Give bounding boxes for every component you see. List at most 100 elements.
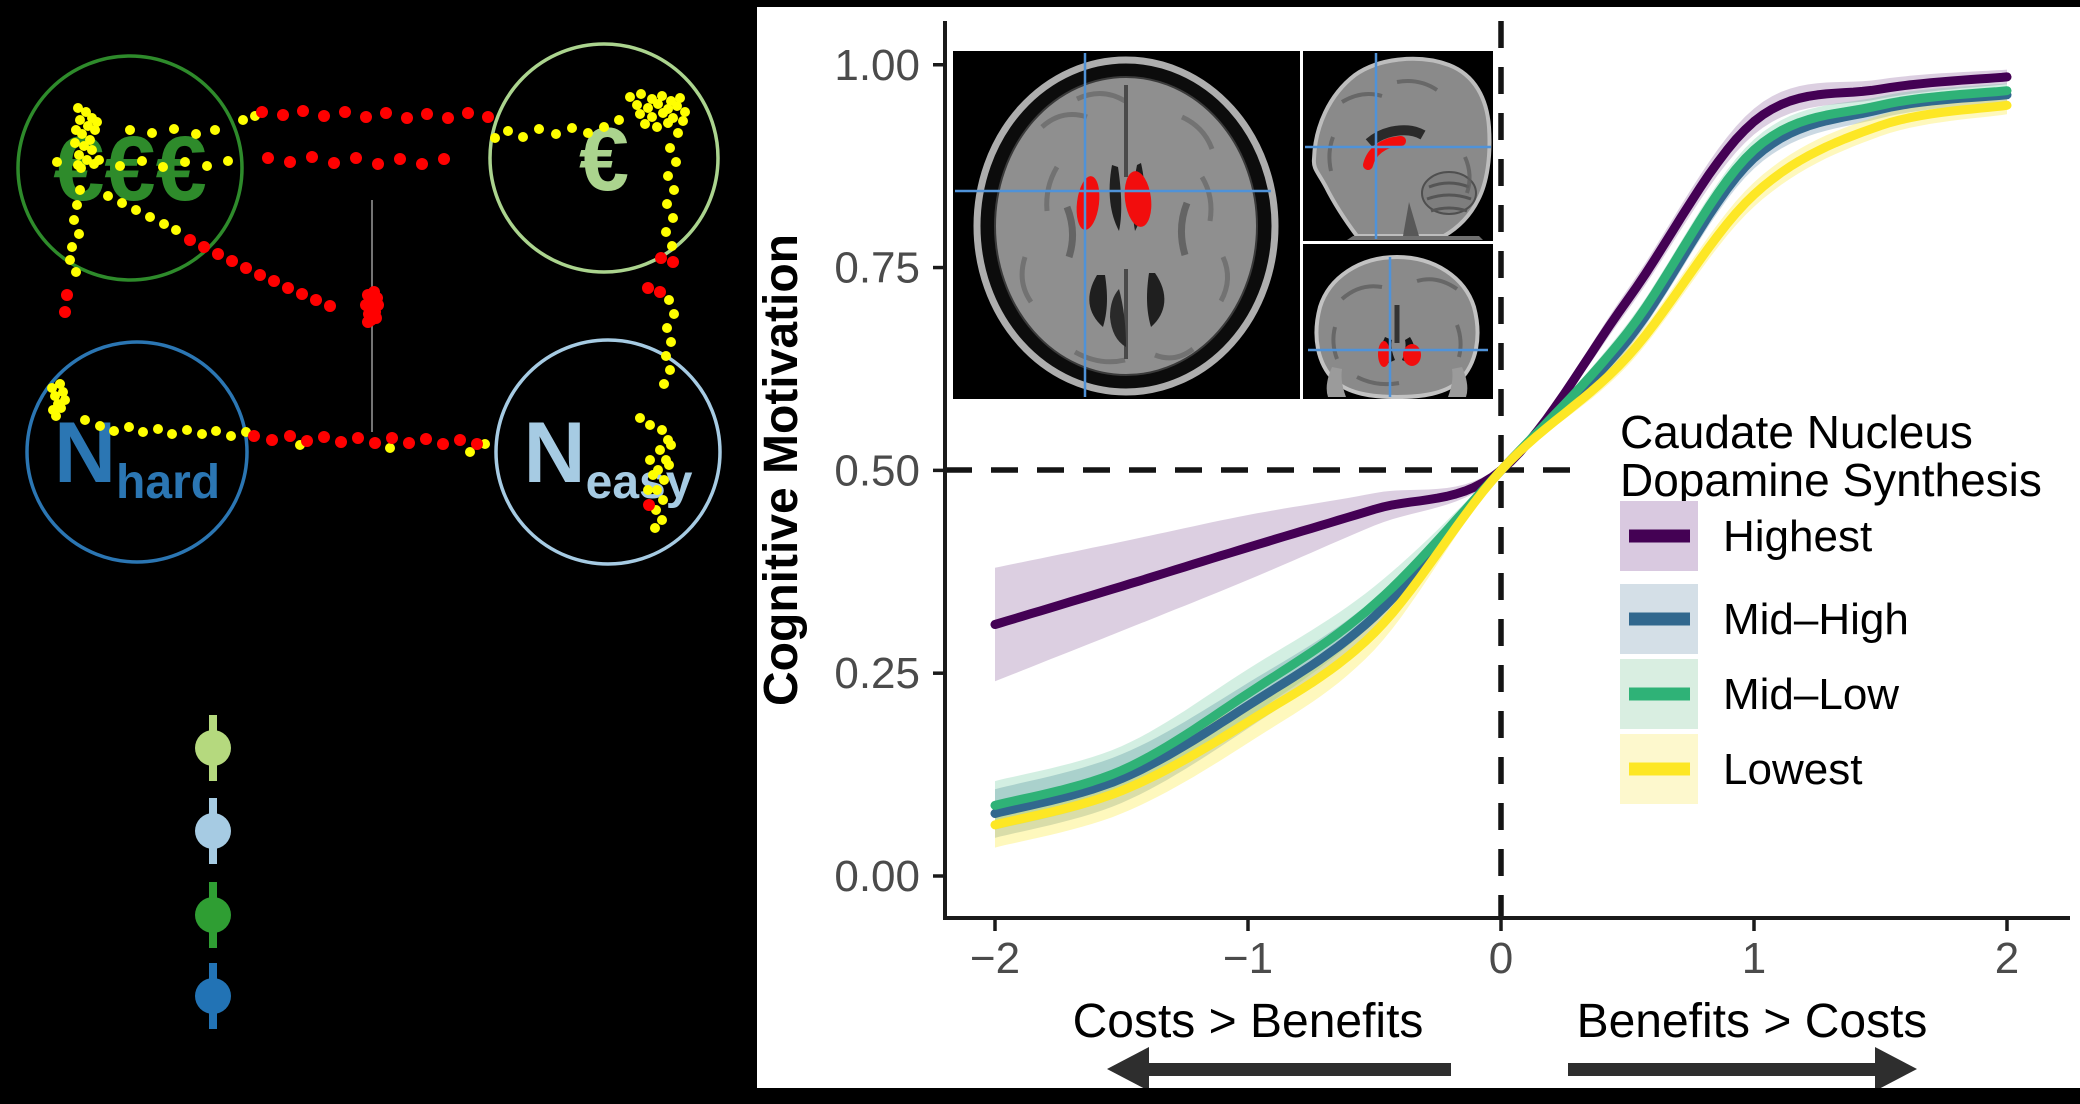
gaze-dot xyxy=(635,109,645,119)
gaze-dot xyxy=(661,227,671,237)
gaze-dot xyxy=(226,431,236,441)
gaze-dot xyxy=(668,213,678,223)
gaze-dot xyxy=(664,295,674,305)
x-axis-label-benefits: Benefits > Costs xyxy=(1577,995,1928,1048)
crosshair-coronal xyxy=(1308,257,1488,397)
gaze-dot xyxy=(51,411,61,421)
gaze-dot xyxy=(197,429,207,439)
gaze-fixation-dot xyxy=(386,432,398,444)
gaze-dot xyxy=(131,205,141,215)
gaze-fixation-dot xyxy=(420,433,432,445)
gaze-dot xyxy=(73,103,83,113)
gaze-dot xyxy=(124,422,134,432)
gaze-fixation-dot xyxy=(482,111,494,123)
gaze-fixation-dot xyxy=(296,288,308,300)
gaze-dot xyxy=(490,133,500,143)
gaze-dot xyxy=(95,421,105,431)
legend-entry-highest: Highest xyxy=(1620,501,1872,571)
gaze-dot xyxy=(675,93,685,103)
crosshair-axial xyxy=(955,53,1271,397)
gaze-dot xyxy=(94,155,104,165)
gaze-dot xyxy=(667,241,677,251)
gaze-dot xyxy=(191,129,201,139)
x-tick-label: 0 xyxy=(1489,934,1513,983)
crosshair-sagittal xyxy=(1305,53,1491,239)
gaze-dot xyxy=(635,413,645,423)
gaze-dot xyxy=(72,200,82,210)
gaze-fixation-dot xyxy=(318,110,330,122)
gaze-dot xyxy=(109,426,119,436)
task-display-panel: €€€ € Nhard Neasy xyxy=(0,0,757,1104)
gaze-dot xyxy=(652,122,662,132)
gaze-dot xyxy=(153,424,163,434)
effort-easy-circle xyxy=(494,338,722,566)
gaze-fixation-dot xyxy=(350,152,362,164)
gaze-dot xyxy=(182,425,192,435)
gaze-fixation-dot xyxy=(282,282,294,294)
gaze-dot xyxy=(599,122,609,132)
gaze-fixation-dot xyxy=(454,434,466,446)
caudate-highlight-axial-right xyxy=(1124,171,1152,227)
gaze-dot xyxy=(167,429,177,439)
effort-easy-label: Neasy xyxy=(524,405,693,509)
reward-high-circle xyxy=(16,54,244,282)
gaze-fixation-dot xyxy=(339,106,351,118)
costs-direction-arrow xyxy=(1107,1047,1451,1088)
brain-coronal-view xyxy=(1303,244,1493,400)
gaze-fixation-dot xyxy=(362,316,374,328)
x-axis-ticks: −2 −1 0 1 2 xyxy=(970,918,2019,983)
curve-lowest xyxy=(990,100,2012,830)
gaze-fixation-dot xyxy=(360,111,372,123)
legend-entry-mid-high: Mid–High xyxy=(1620,584,1909,654)
gaze-dot xyxy=(87,145,97,155)
gaze-dot xyxy=(202,161,212,171)
gaze-dot xyxy=(664,460,674,470)
gaze-fixation-dot xyxy=(462,107,474,119)
gaze-dot xyxy=(659,379,669,389)
gaze-dot xyxy=(75,185,85,195)
trial-sequence-markers xyxy=(195,715,231,1029)
gaze-fixation-dot xyxy=(198,241,210,253)
brain-axial-view xyxy=(953,51,1300,399)
gaze-dot xyxy=(169,124,179,134)
x-tick-label: 2 xyxy=(1995,934,2019,983)
gaze-dot xyxy=(657,515,667,525)
gaze-dot xyxy=(79,141,89,151)
gaze-dot xyxy=(652,485,662,495)
gaze-fixation-dot xyxy=(284,156,296,168)
gaze-dot xyxy=(158,162,168,172)
gaze-dot xyxy=(74,150,84,160)
gaze-fixation-dot xyxy=(254,269,266,281)
gaze-dot xyxy=(52,157,62,167)
gaze-dot xyxy=(238,115,248,125)
gaze-dot xyxy=(663,118,673,128)
gaze-fixation-dot xyxy=(301,435,313,447)
gaze-dot xyxy=(69,215,79,225)
gaze-fixation-dot xyxy=(442,112,454,124)
gaze-dot xyxy=(55,379,65,389)
gaze-fixation-dot xyxy=(61,289,73,301)
effort-hard-circle xyxy=(25,340,249,564)
gaze-dot xyxy=(614,115,624,125)
gaze-dot xyxy=(648,470,658,480)
gaze-dot xyxy=(650,523,660,533)
gaze-fixation-dot xyxy=(248,430,260,442)
gaze-fixation-dot xyxy=(642,282,654,294)
gaze-dot xyxy=(211,426,221,436)
legend-entry-label: Highest xyxy=(1723,512,1872,561)
x-tick-label: 1 xyxy=(1742,934,1766,983)
gaze-fixation-dot xyxy=(654,286,666,298)
gaze-dot xyxy=(210,125,220,135)
gaze-dot xyxy=(74,229,84,239)
gaze-dot xyxy=(56,403,66,413)
gaze-dot xyxy=(92,117,102,127)
gaze-dot xyxy=(662,323,672,333)
benefits-direction-arrow xyxy=(1568,1047,1917,1088)
gaze-dot xyxy=(180,157,190,167)
legend-entry-mid-low: Mid–Low xyxy=(1620,659,1899,729)
gaze-dot xyxy=(645,455,655,465)
gaze-dot xyxy=(662,199,672,209)
gaze-fixation-dot xyxy=(403,437,415,449)
legend: Caudate Nucleus Dopamine Synthesis Highe… xyxy=(1587,405,2073,825)
